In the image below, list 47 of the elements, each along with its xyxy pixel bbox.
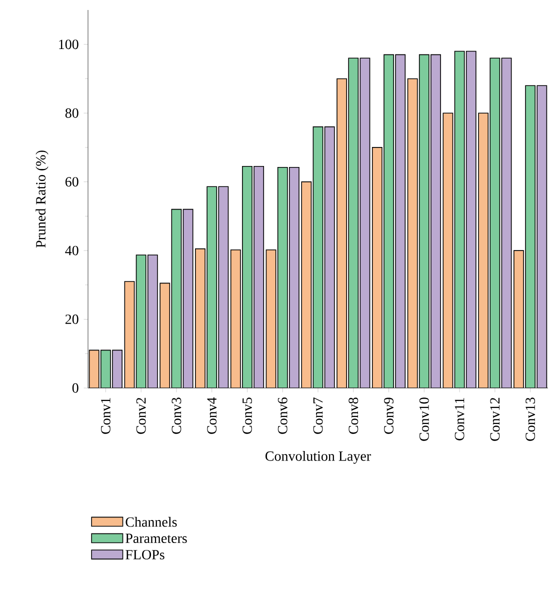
legend-label: Parameters (126, 534, 187, 544)
x-tick-label: Conv5 (242, 398, 252, 434)
x-tick-label: Conv12 (490, 398, 500, 441)
bar (536, 85, 548, 388)
x-tick-label: Conv1 (100, 398, 110, 434)
bar (407, 78, 418, 388)
bar (360, 58, 370, 388)
x-tick-label: Conv11 (454, 398, 464, 440)
bar (171, 208, 182, 388)
x-tick-label: Conv10 (419, 398, 429, 441)
y-axis-title: Pruned Ratio (%) (36, 150, 48, 248)
legend-label: FLOPs (126, 550, 164, 560)
y-tick-label: 20 (65, 314, 78, 324)
bar (160, 282, 170, 388)
bar (89, 350, 99, 388)
bar (182, 208, 194, 388)
bar (312, 126, 324, 388)
bar (501, 58, 512, 388)
bar (136, 254, 146, 388)
bar (442, 112, 454, 388)
bar (490, 58, 500, 388)
bar (230, 249, 241, 388)
bar (348, 58, 359, 388)
bar (466, 50, 476, 388)
x-tick-label: Conv2 (136, 398, 146, 434)
y-tick-label: 100 (59, 40, 78, 50)
x-tick-label: Conv6 (278, 398, 288, 434)
bar (124, 281, 135, 388)
y-tick-label: 0 (72, 383, 78, 393)
y-tick-label: 80 (65, 108, 78, 118)
bar (218, 186, 229, 388)
bar (324, 126, 335, 388)
y-tick-label: 40 (65, 246, 78, 256)
bar (277, 166, 288, 388)
x-tick-label: Conv8 (348, 398, 358, 434)
bar (454, 50, 465, 388)
x-axis-title: Convolution Layer (266, 450, 371, 464)
legend-label: Channels (126, 516, 177, 527)
bar (266, 249, 276, 388)
x-tick-label: Conv7 (313, 398, 323, 434)
bar (301, 181, 312, 388)
bar (395, 54, 406, 388)
y-tick-label: 60 (65, 177, 78, 187)
x-tick-label: Conv3 (172, 398, 182, 434)
x-tick-label: Conv13 (526, 398, 536, 441)
x-tick-label: Conv9 (384, 398, 394, 434)
x-tick-label: Conv4 (207, 397, 217, 434)
